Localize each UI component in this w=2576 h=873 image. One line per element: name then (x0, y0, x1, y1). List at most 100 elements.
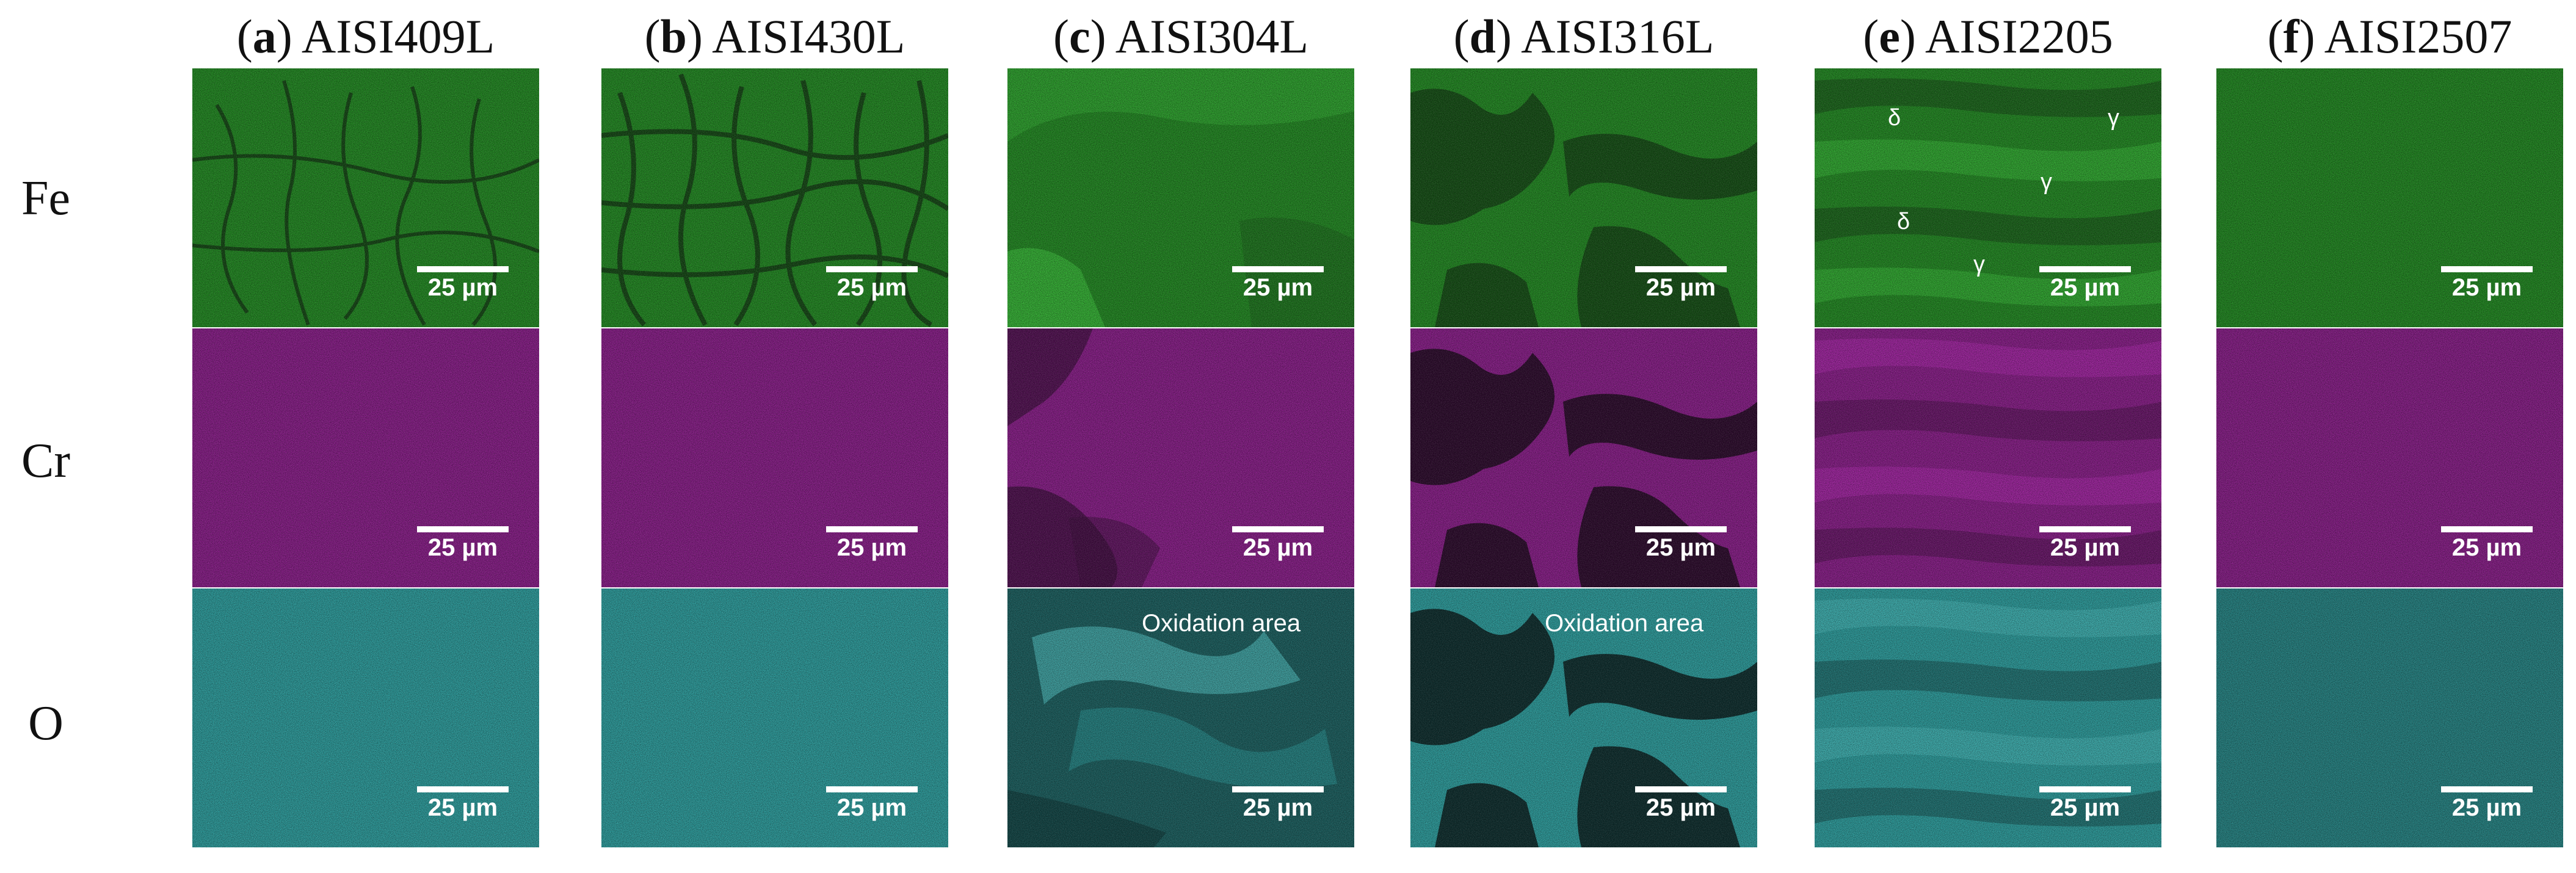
map-annotation: δ (1897, 209, 1910, 234)
map-tile-fe-e: 25 µm δ γ γ δ γ (1815, 68, 2161, 327)
scale-bar-line (2441, 266, 2533, 272)
map-image (2216, 328, 2563, 587)
scale-bar-label: 25 µm (427, 794, 498, 821)
scale-bar-line (826, 786, 918, 792)
scale-bar: 25 µm (417, 786, 509, 820)
map-tile-cr-f: 25 µm (2216, 328, 2563, 587)
map-image (192, 68, 539, 327)
scale-bar-line (417, 526, 509, 532)
scale-bar-label: 25 µm (836, 274, 907, 301)
scale-bar: 25 µm (826, 266, 918, 300)
map-image (1007, 328, 1354, 587)
map-tile-o-f: 25 µm (2216, 589, 2563, 847)
map-image (2216, 589, 2563, 847)
column-title-a: (a) AISI409L (236, 10, 495, 63)
map-annotation: δ (1888, 105, 1901, 131)
scale-bar-label: 25 µm (836, 794, 907, 821)
map-annotation: Oxidation area (1545, 610, 1704, 637)
scale-bar: 25 µm (2441, 266, 2533, 300)
map-tile-cr-e: 25 µm (1815, 328, 2161, 587)
map-annotation: γ (1973, 252, 1985, 277)
scale-bar-label: 25 µm (427, 534, 498, 561)
scale-bar: 25 µm (1232, 266, 1324, 300)
scale-bar-label: 25 µm (427, 274, 498, 301)
scale-bar-line (2039, 526, 2131, 532)
scale-bar-label: 25 µm (1243, 534, 1313, 561)
scale-bar-line (2441, 786, 2533, 792)
scale-bar-label: 25 µm (2451, 794, 2522, 821)
map-image (601, 328, 948, 587)
scale-bar-label: 25 µm (2451, 274, 2522, 301)
scale-bar-label: 25 µm (1645, 534, 1716, 561)
scale-bar: 25 µm (1635, 526, 1727, 560)
map-image (192, 589, 539, 847)
scale-bar-label: 25 µm (1243, 794, 1313, 821)
column-title-b: (b) AISI430L (644, 10, 905, 63)
scale-bar-line (1232, 526, 1324, 532)
map-image (1007, 68, 1354, 327)
scale-bar-line (826, 526, 918, 532)
scale-bar-label: 25 µm (836, 534, 907, 561)
column-title-f: (f) AISI2507 (2267, 10, 2513, 63)
scale-bar-label: 25 µm (2050, 274, 2121, 301)
map-tile-cr-d: 25 µm (1410, 328, 1757, 587)
scale-bar-line (1635, 526, 1727, 532)
map-image (1815, 589, 2161, 847)
column-title-e: (e) AISI2205 (1863, 10, 2113, 63)
scale-bar-line (2039, 266, 2131, 272)
scale-bar: 25 µm (2441, 786, 2533, 820)
scale-bar: 25 µm (1232, 786, 1324, 820)
scale-bar: 25 µm (1232, 526, 1324, 560)
map-tile-o-d: 25 µm Oxidation area (1410, 589, 1757, 847)
map-annotation: γ (2041, 169, 2052, 195)
row-label-cr: Cr (21, 434, 70, 488)
row-label-o: O (28, 697, 63, 750)
map-tile-cr-c: 25 µm (1007, 328, 1354, 587)
column-title-c: (c) AISI304L (1053, 10, 1309, 63)
scale-bar-label: 25 µm (1645, 794, 1716, 821)
map-annotation: γ (2108, 105, 2119, 131)
scale-bar: 25 µm (826, 786, 918, 820)
scale-bar-line (417, 266, 509, 272)
scale-bar: 25 µm (2039, 526, 2131, 560)
column-title-d: (d) AISI316L (1453, 10, 1714, 63)
map-tile-fe-d: 25 µm (1410, 68, 1757, 327)
map-image (1007, 589, 1354, 847)
map-tile-cr-b: 25 µm (601, 328, 948, 587)
map-tile-o-b: 25 µm (601, 589, 948, 847)
scale-bar-label: 25 µm (1243, 274, 1313, 301)
row-label-fe: Fe (21, 172, 70, 225)
map-annotation: Oxidation area (1142, 610, 1301, 637)
map-tile-fe-a: 25 µm (192, 68, 539, 327)
scale-bar-label: 25 µm (2050, 794, 2121, 821)
map-image (601, 68, 948, 327)
map-tile-o-c: 25 µm Oxidation area (1007, 589, 1354, 847)
scale-bar: 25 µm (1635, 786, 1727, 820)
scale-bar: 25 µm (1635, 266, 1727, 300)
map-image (1815, 68, 2161, 327)
map-tile-fe-f: 25 µm (2216, 68, 2563, 327)
scale-bar: 25 µm (417, 266, 509, 300)
map-tile-fe-b: 25 µm (601, 68, 948, 327)
map-image (1410, 328, 1757, 587)
scale-bar-line (1635, 786, 1727, 792)
scale-bar-line (1232, 266, 1324, 272)
map-image (1815, 328, 2161, 587)
map-image (192, 328, 539, 587)
scale-bar: 25 µm (2441, 526, 2533, 560)
scale-bar-line (826, 266, 918, 272)
scale-bar: 25 µm (417, 526, 509, 560)
scale-bar-line (2441, 526, 2533, 532)
map-tile-o-a: 25 µm (192, 589, 539, 847)
scale-bar-line (417, 786, 509, 792)
scale-bar: 25 µm (826, 526, 918, 560)
scale-bar-line (2039, 786, 2131, 792)
map-image (2216, 68, 2563, 327)
scale-bar-label: 25 µm (2050, 534, 2121, 561)
scale-bar: 25 µm (2039, 786, 2131, 820)
map-tile-cr-a: 25 µm (192, 328, 539, 587)
map-image (601, 589, 948, 847)
map-tile-o-e: 25 µm (1815, 589, 2161, 847)
scale-bar-label: 25 µm (1645, 274, 1716, 301)
scale-bar-line (1232, 786, 1324, 792)
